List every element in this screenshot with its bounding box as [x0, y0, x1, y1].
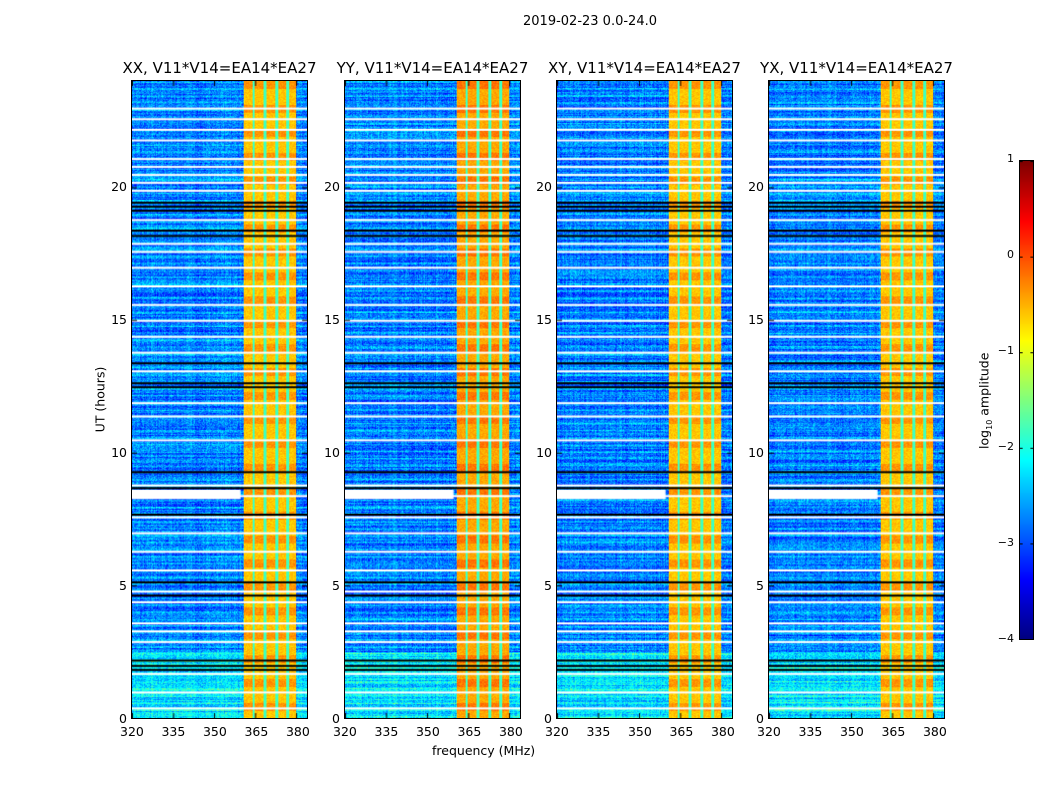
- y-tick-label: 5: [119, 577, 127, 593]
- y-tick-label: 5: [332, 577, 340, 593]
- x-tick-label: 335: [374, 724, 399, 739]
- x-tick-label: 350: [415, 724, 440, 739]
- panel-title: XX, V11*V14=EA14*EA27: [122, 59, 317, 77]
- colorbar-tick-label: −2: [997, 440, 1014, 453]
- x-tick-label: 320: [757, 724, 781, 739]
- x-tick-label: 380: [498, 724, 523, 739]
- y-tick-label: 10: [111, 444, 127, 460]
- y-tick-label: 10: [748, 444, 764, 460]
- y-tick-label: 0: [756, 711, 764, 726]
- colorbar-label-log: log: [976, 429, 992, 449]
- y-tick-label: 20: [111, 178, 127, 194]
- x-tick-label: 350: [202, 724, 227, 739]
- figure-title: 2019-02-23 0.0-24.0: [523, 14, 657, 29]
- x-tick-label: 350: [839, 724, 864, 739]
- x-axis-label: frequency (MHz): [432, 743, 536, 758]
- y-tick-label: 20: [748, 178, 764, 194]
- x-tick-label: 365: [457, 724, 482, 739]
- y-tick-label: 15: [536, 311, 552, 327]
- x-tick-label: 380: [710, 724, 735, 739]
- colorbar-tick-label: 0: [1007, 248, 1014, 261]
- x-tick-label: 365: [669, 724, 694, 739]
- x-tick-label: 335: [586, 724, 611, 739]
- x-tick-label: 365: [881, 724, 906, 739]
- spectrogram-panel: [556, 80, 733, 719]
- colorbar-tick-label: −1: [997, 344, 1014, 357]
- x-tick-label: 380: [922, 724, 947, 739]
- y-tick-label: 10: [536, 444, 552, 460]
- spectrogram-panel: [131, 80, 308, 719]
- panel-title: YX, V11*V14=EA14*EA27: [760, 59, 953, 77]
- colorbar-label-suffix: amplitude: [976, 352, 992, 420]
- x-tick-label: 320: [333, 724, 357, 739]
- spectrogram-heatmap: [769, 81, 944, 718]
- colorbar-tick-label: 1: [1007, 152, 1014, 165]
- y-tick-label: 15: [324, 311, 340, 327]
- y-tick-label: 5: [544, 577, 552, 593]
- y-tick-label: 20: [324, 178, 340, 194]
- colorbar: [1019, 160, 1034, 640]
- spectrogram-panel: [344, 80, 521, 719]
- y-tick-label: 0: [544, 711, 552, 726]
- y-tick-label: 15: [111, 311, 127, 327]
- panel-title: YY, V11*V14=EA14*EA27: [336, 59, 529, 77]
- spectrogram-heatmap: [345, 81, 520, 718]
- spectrogram-panel: [768, 80, 945, 719]
- y-tick-label: 0: [332, 711, 340, 726]
- x-tick-label: 365: [244, 724, 269, 739]
- spectrogram-heatmap: [132, 81, 307, 718]
- x-tick-label: 335: [161, 724, 186, 739]
- x-tick-label: 350: [627, 724, 652, 739]
- y-axis-label: UT (hours): [92, 366, 108, 433]
- y-tick-label: 10: [324, 444, 340, 460]
- colorbar-tick-label: −3: [997, 536, 1014, 549]
- y-tick-label: 15: [748, 311, 764, 327]
- y-tick-label: 5: [756, 577, 764, 593]
- colorbar-tick-label: −4: [997, 632, 1014, 645]
- y-tick-label: 0: [119, 711, 127, 726]
- x-tick-label: 320: [120, 724, 144, 739]
- x-tick-label: 380: [285, 724, 310, 739]
- y-tick-label: 20: [536, 178, 552, 194]
- x-tick-label: 335: [798, 724, 823, 739]
- panel-title: XY, V11*V14=EA14*EA27: [548, 59, 741, 77]
- spectrogram-heatmap: [557, 81, 732, 718]
- colorbar-gradient: [1020, 161, 1033, 639]
- x-tick-label: 320: [545, 724, 569, 739]
- colorbar-label-sub: 10: [984, 419, 994, 430]
